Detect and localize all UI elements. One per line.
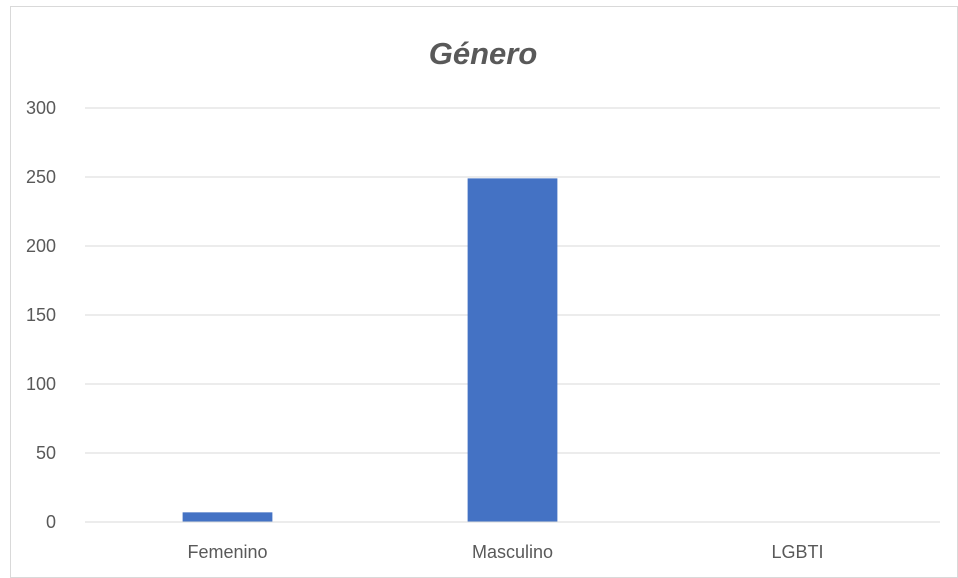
- x-tick-label: Masculino: [472, 542, 553, 562]
- x-axis-ticks: Femenino Masculino LGBTI: [187, 542, 823, 562]
- bar-femenino: [182, 512, 273, 522]
- x-tick-label: Femenino: [187, 542, 267, 562]
- bars: [182, 178, 558, 522]
- gridlines: [85, 107, 940, 454]
- y-tick-label: 300: [26, 98, 56, 118]
- y-tick-label: 250: [26, 167, 56, 187]
- y-tick-label: 150: [26, 305, 56, 325]
- y-tick-label: 50: [36, 443, 56, 463]
- y-tick-label: 100: [26, 374, 56, 394]
- y-tick-label: 0: [46, 512, 56, 532]
- y-axis-ticks: 0 50 100 150 200 250 300: [26, 98, 56, 532]
- chart-title: Género: [429, 36, 538, 71]
- x-tick-label: LGBTI: [771, 542, 823, 562]
- y-tick-label: 200: [26, 236, 56, 256]
- bar-masculino: [467, 178, 558, 522]
